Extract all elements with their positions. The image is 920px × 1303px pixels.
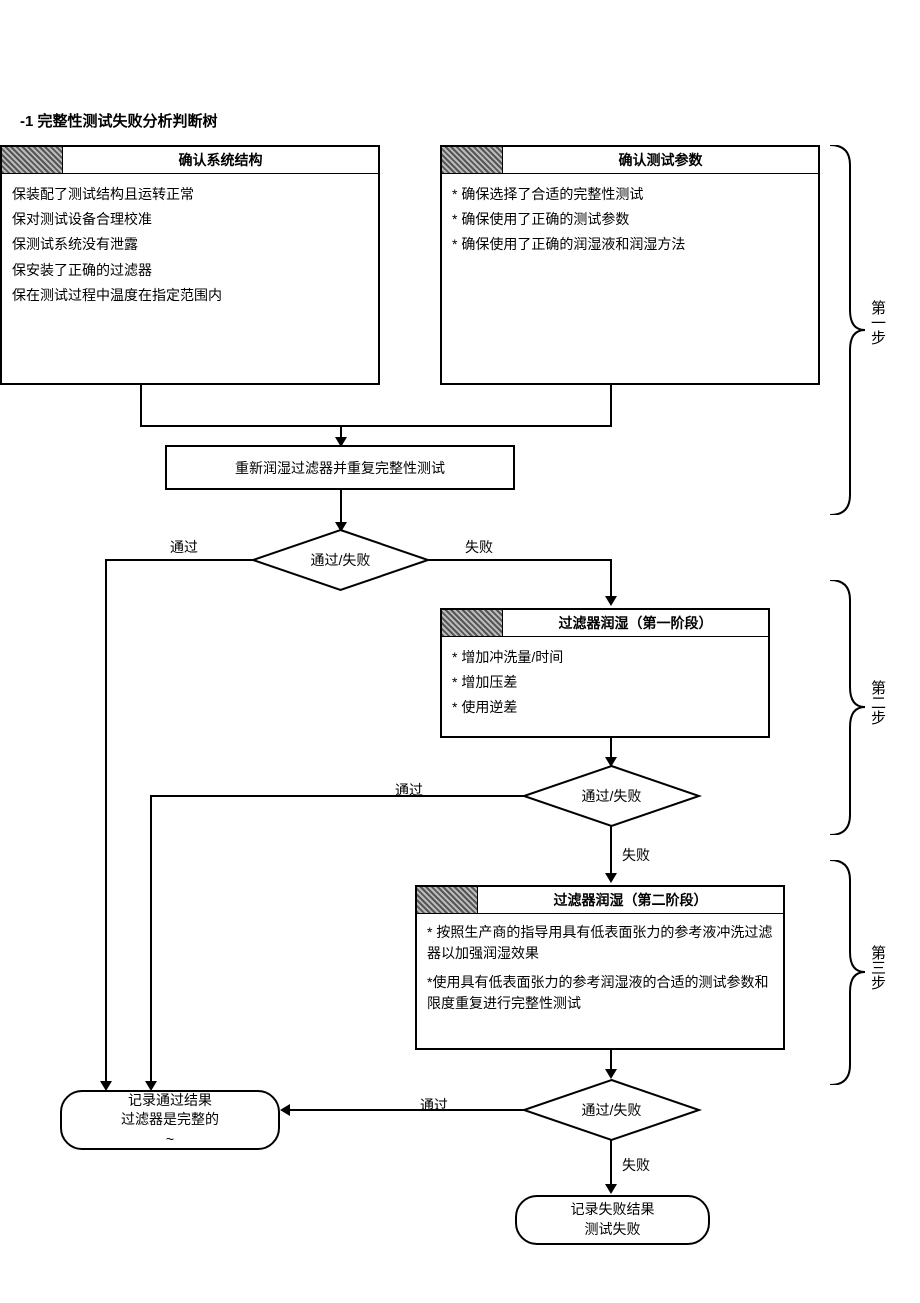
connector: [288, 1109, 526, 1111]
decision-3: 通过/失败: [524, 1080, 699, 1140]
label-pass: 通过: [420, 1095, 448, 1115]
label-fail: 失败: [622, 845, 650, 865]
box-stage1-body: * 增加冲洗量/时间* 增加压差* 使用逆差: [442, 636, 768, 729]
box-confirm-params-header: 确认测试参数: [502, 147, 818, 173]
box-fail-result: 记录失败结果测试失败: [515, 1195, 710, 1245]
arrow-left-icon: [280, 1104, 290, 1116]
label-pass: 通过: [170, 537, 198, 557]
arrow-down-icon: [605, 873, 617, 883]
label-fail: 失败: [622, 1155, 650, 1175]
decision-2: 通过/失败: [524, 766, 699, 826]
label-fail: 失败: [465, 537, 493, 557]
connector: [150, 795, 526, 797]
brace-step1: [825, 145, 865, 515]
hatch-icon: [417, 887, 477, 913]
arrow-down-icon: [605, 1184, 617, 1194]
box-rewet: 重新润湿过滤器并重复完整性测试: [165, 445, 515, 490]
box-stage2-body: * 按照生产商的指导用具有低表面张力的参考液冲洗过滤器以加强润湿效果*使用具有低…: [417, 913, 783, 1030]
label-step3: 第三步: [867, 945, 888, 990]
decision-3-text: 通过/失败: [524, 1080, 699, 1140]
box-fail-result-text: 记录失败结果测试失败: [571, 1200, 655, 1239]
box-stage2-header: 过滤器润湿（第二阶段）: [477, 887, 783, 913]
hatch-icon: [442, 610, 502, 636]
connector: [610, 1140, 612, 1187]
brace-step3: [825, 860, 865, 1085]
connector: [610, 559, 612, 599]
hatch-icon: [442, 147, 502, 173]
connector: [340, 490, 342, 525]
connector: [105, 559, 255, 561]
arrow-down-icon: [605, 596, 617, 606]
connector: [140, 385, 142, 425]
box-stage2: 过滤器润湿（第二阶段） * 按照生产商的指导用具有低表面张力的参考液冲洗过滤器以…: [415, 885, 785, 1050]
box-pass-result: 记录通过结果过滤器是完整的~: [60, 1090, 280, 1150]
brace-step2: [825, 580, 865, 835]
label-step2: 第二步: [867, 680, 888, 725]
connector: [140, 425, 612, 427]
connector: [610, 385, 612, 425]
connector: [610, 826, 612, 876]
box-confirm-structure-header: 确认系统结构: [62, 147, 378, 173]
decision-2-text: 通过/失败: [524, 766, 699, 826]
diagram-title: -1 完整性测试失败分析判断树: [20, 110, 218, 131]
box-stage1: 过滤器润湿（第一阶段） * 增加冲洗量/时间* 增加压差* 使用逆差: [440, 608, 770, 738]
box-rewet-text: 重新润湿过滤器并重复完整性测试: [167, 447, 513, 487]
arrow-down-icon: [605, 1069, 617, 1079]
box-confirm-structure: 确认系统结构 保装配了测试结构且运转正常保对测试设备合理校准保测试系统没有泄露保…: [0, 145, 380, 385]
box-confirm-params-body: * 确保选择了合适的完整性测试* 确保使用了正确的测试参数* 确保使用了正确的润…: [442, 173, 818, 266]
box-pass-result-text: 记录通过结果过滤器是完整的~: [121, 1091, 219, 1150]
connector: [150, 795, 152, 1084]
decision-1: 通过/失败: [253, 530, 428, 590]
connector: [426, 559, 610, 561]
box-confirm-params: 确认测试参数 * 确保选择了合适的完整性测试* 确保使用了正确的测试参数* 确保…: [440, 145, 820, 385]
hatch-icon: [2, 147, 62, 173]
label-pass: 通过: [395, 780, 423, 800]
decision-1-text: 通过/失败: [253, 530, 428, 590]
box-confirm-structure-body: 保装配了测试结构且运转正常保对测试设备合理校准保测试系统没有泄露保安装了正确的过…: [2, 173, 378, 316]
connector: [105, 559, 107, 1084]
box-stage1-header: 过滤器润湿（第一阶段）: [502, 610, 768, 636]
label-step1: 第一步: [867, 300, 888, 345]
